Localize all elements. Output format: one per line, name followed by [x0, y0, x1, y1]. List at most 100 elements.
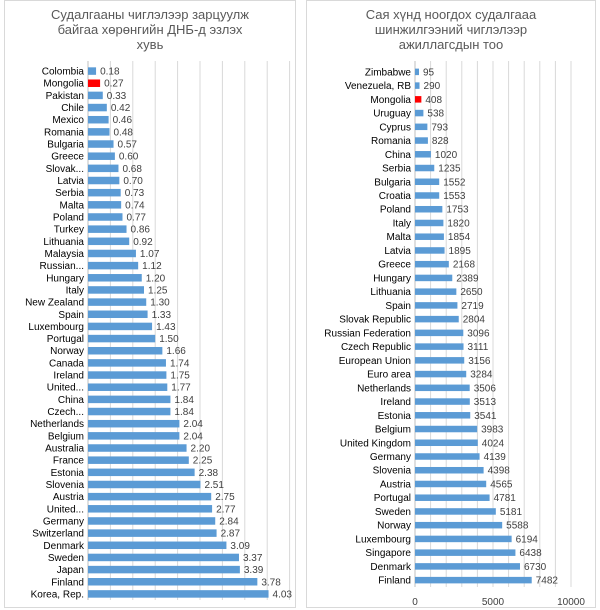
category-label: China: [385, 150, 412, 161]
data-label: 0.18: [100, 67, 120, 78]
bar: [88, 578, 258, 586]
chart-title-line: Сая хүнд ноогдох судалгааа: [365, 7, 537, 22]
bar: [88, 176, 120, 185]
data-label: 1753: [446, 205, 469, 216]
bar: [88, 432, 180, 440]
data-label: 1.12: [142, 261, 162, 272]
bar: [88, 565, 240, 574]
data-label: 1.66: [166, 346, 186, 357]
bar: [88, 164, 119, 173]
data-label: 0.42: [111, 103, 131, 114]
bar: [88, 152, 115, 160]
category-label: Spain: [385, 301, 411, 312]
category-label: Slovak Republic: [339, 315, 411, 326]
bar: [88, 249, 136, 258]
category-label: United...: [47, 383, 84, 394]
category-label: Greece: [378, 260, 411, 271]
data-label: 1.07: [140, 249, 160, 260]
chart-title-line: шинжилгээний чиглэлээр: [374, 22, 528, 37]
bar: [415, 219, 444, 227]
data-label: 1.20: [146, 273, 166, 284]
data-label: 4565: [490, 479, 513, 490]
data-label: 4.03: [273, 589, 293, 600]
data-label: 6194: [516, 534, 539, 545]
category-label: New Zealand: [25, 298, 84, 309]
bar: [415, 109, 424, 117]
chart-title-line: хувь: [136, 37, 164, 52]
bar: [88, 103, 107, 112]
data-label: 1.33: [152, 310, 172, 321]
data-label: 1.84: [174, 407, 194, 418]
chart-title-line: байгаа хөрөнгийн ДНБ-д эзлэх: [57, 22, 243, 37]
bar: [415, 535, 512, 543]
category-label: Austria: [53, 492, 85, 503]
data-label: 1553: [443, 191, 466, 202]
bar: [415, 178, 440, 186]
category-label: Norway: [377, 521, 411, 532]
category-label: China: [58, 395, 85, 406]
bar: [88, 213, 123, 221]
data-label: 0.48: [114, 127, 134, 138]
bar: [88, 407, 171, 416]
data-label: 0.74: [125, 200, 145, 211]
category-label: Slovenia: [373, 466, 412, 477]
category-label: Uruguay: [373, 109, 411, 120]
bar: [415, 302, 458, 309]
category-label: Switzerland: [32, 529, 84, 540]
data-label: 2.77: [216, 504, 236, 515]
bar: [88, 298, 147, 306]
category-label: Venezuela, RB: [345, 81, 411, 92]
category-label: Luxembourg: [28, 322, 84, 333]
data-label: 1.74: [170, 358, 190, 369]
category-label: Slovenia: [46, 480, 85, 491]
bar: [415, 549, 516, 556]
bar: [415, 233, 444, 240]
bar: [415, 466, 484, 474]
data-label: 1235: [438, 164, 461, 175]
category-label: Lithuania: [370, 287, 411, 298]
data-label: 2389: [456, 273, 479, 284]
category-label: Norway: [50, 346, 84, 357]
data-label: 3.78: [261, 577, 281, 588]
data-label: 3156: [468, 356, 491, 367]
bar: [415, 260, 449, 268]
chart-title-line: ажиллагсдын тоо: [398, 37, 504, 52]
bar: [88, 115, 109, 124]
bar: [415, 274, 453, 282]
data-label: 2.84: [219, 516, 239, 527]
category-label: Mongolia: [43, 79, 84, 90]
bar: [88, 237, 130, 246]
data-label: 538: [427, 109, 444, 120]
data-label: 0.68: [122, 164, 142, 175]
bar: [415, 288, 457, 295]
category-label: Russian...: [40, 261, 84, 272]
data-label: 2.38: [199, 468, 219, 479]
data-label: 0.73: [125, 188, 145, 199]
category-label: Malaysia: [45, 249, 85, 260]
category-label: Lithuania: [43, 237, 84, 248]
bar: [88, 419, 180, 428]
data-label: 2.04: [183, 431, 203, 442]
data-label: 1.43: [156, 322, 176, 333]
chart-title-line: Судалгааны чиглэлээр зарцуулж: [51, 7, 249, 22]
bar: [415, 480, 487, 488]
data-label: 2168: [453, 260, 476, 271]
bar: [415, 205, 443, 213]
data-label: 1820: [447, 218, 470, 229]
data-label: 793: [431, 122, 448, 133]
data-label: 1552: [443, 177, 466, 188]
category-label: Sweden: [48, 553, 84, 564]
category-label: Singapore: [365, 548, 411, 559]
category-label: Poland: [380, 205, 411, 216]
data-label: 3541: [474, 411, 497, 422]
data-label: 2.51: [204, 480, 224, 491]
category-label: Italy: [66, 285, 84, 296]
bar: [88, 492, 212, 501]
data-label: 2.25: [193, 456, 213, 467]
bar: [88, 334, 156, 343]
data-label: 1.77: [171, 383, 191, 394]
data-label: 0.60: [119, 152, 139, 163]
category-label: Netherlands: [357, 383, 411, 394]
category-label: Mongolia: [370, 95, 411, 106]
category-label: Portugal: [47, 334, 84, 345]
